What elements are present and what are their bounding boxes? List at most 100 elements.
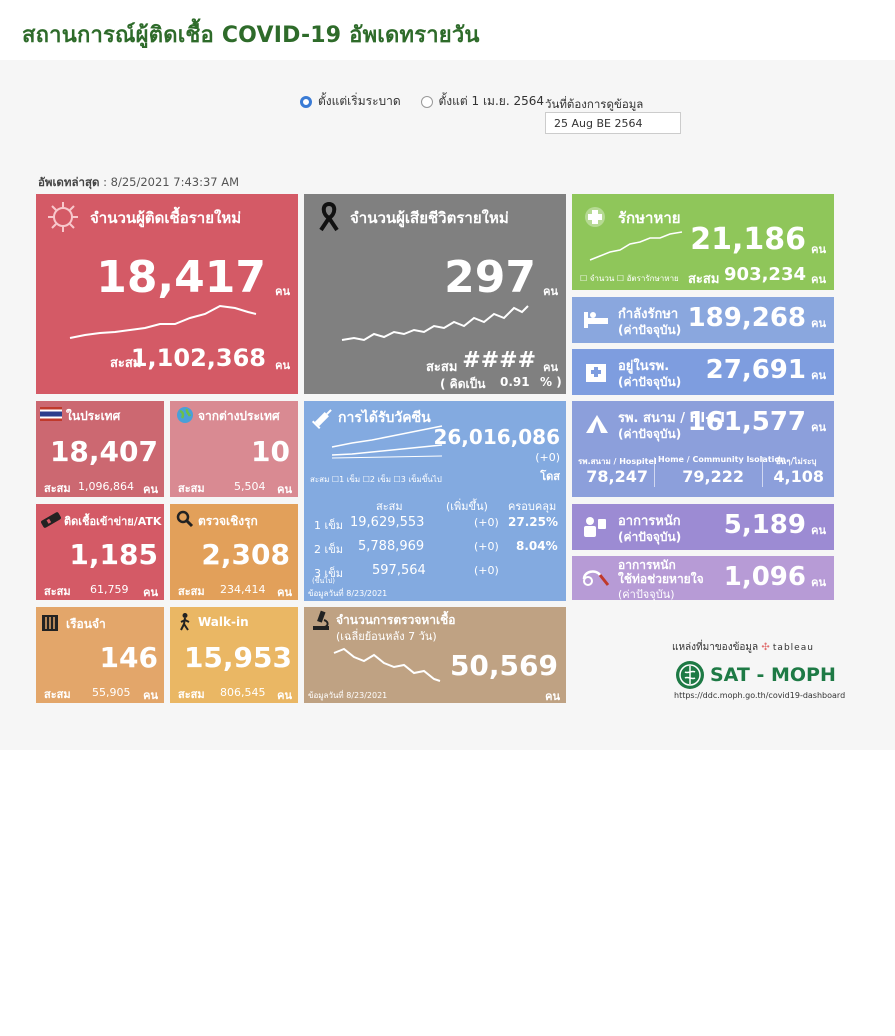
- domestic-cum-unit: คน: [143, 483, 158, 496]
- moph-logo-icon: [676, 661, 704, 689]
- date-picker-label: วันที่ต้องการดูข้อมูล: [545, 97, 644, 111]
- radio-since-outbreak[interactable]: ตั้งแต่เริ่มระบาด: [300, 94, 401, 108]
- prison-bars-icon: [42, 615, 58, 631]
- date-picker-input[interactable]: 25 Aug BE 2564: [545, 112, 681, 134]
- source-url[interactable]: https://ddc.moph.go.th/covid19-dashboard: [674, 691, 846, 700]
- atk-cum-value: 61,759: [90, 583, 129, 596]
- date-range-filter: ตั้งแต่เริ่มระบาด ตั้งแต่ 1 เม.ย. 2564: [300, 92, 544, 111]
- recovered-cum-label: สะสม: [688, 272, 720, 287]
- tests-data-date: ข้อมูลวันที่ 8/23/2021: [308, 691, 388, 700]
- treating-card[interactable]: กำลังรักษา (ค่าปัจจุบัน) 189,268 คน: [572, 297, 834, 343]
- domestic-cum-label: สะสม: [44, 482, 71, 495]
- abroad-card[interactable]: จากต่างประเทศ 10 สะสม 5,504 คน: [170, 401, 298, 497]
- abroad-value: 10: [251, 435, 290, 468]
- hospital-card[interactable]: อยู่ในรพ. (ค่าปัจจุบัน) 27,691 คน: [572, 349, 834, 395]
- vaccine-row3-note: (ขึ้นไป): [312, 577, 335, 585]
- recovered-card[interactable]: รักษาหาย 21,186 คน ☐ จำนวน ☐ อัตรารักษาห…: [572, 194, 834, 290]
- hospital-label: อยู่ในรพ.: [618, 359, 670, 374]
- severe-sublabel: (ค่าปัจจุบัน): [618, 530, 682, 544]
- prison-card[interactable]: เรือนจำ 146 สะสม 55,905 คน: [36, 607, 164, 703]
- new-deaths-value: 297: [444, 252, 536, 303]
- legend-count-checkbox[interactable]: ☐: [580, 274, 588, 283]
- radio-since-april[interactable]: ตั้งแต่ 1 เม.ย. 2564: [420, 94, 544, 108]
- abroad-cum-label: สะสม: [178, 482, 205, 495]
- new-cases-label: จำนวนผู้ติดเชื้อรายใหม่: [90, 209, 242, 227]
- prison-label: เรือนจำ: [66, 617, 106, 631]
- domestic-card[interactable]: ในประเทศ 18,407 สะสม 1,096,864 คน: [36, 401, 164, 497]
- prison-cum-value: 55,905: [92, 686, 131, 699]
- walkin-cum-value: 806,545: [220, 686, 266, 699]
- hospital-bed-icon: [584, 312, 608, 328]
- death-rate-unit: % ): [540, 375, 562, 389]
- tests-label: จำนวนการตรวจหาเชื้อ: [336, 613, 456, 627]
- vaccine-row2-dose: 2 เข็ม: [314, 543, 344, 556]
- atk-cum-unit: คน: [143, 586, 158, 599]
- tent-icon: [586, 415, 608, 433]
- prison-cum-unit: คน: [143, 689, 158, 702]
- treating-value: 189,268: [687, 303, 806, 333]
- field-col3-value: 4,108: [773, 467, 824, 486]
- tests-trend-chart: [333, 647, 441, 682]
- radio-label-since-outbreak[interactable]: ตั้งแต่เริ่มระบาด: [318, 94, 401, 108]
- walkin-cum-unit: คน: [277, 689, 292, 702]
- severe-value: 5,189: [723, 510, 806, 540]
- radio-selected-icon[interactable]: [300, 95, 312, 108]
- field-col3-label: อื่นๆ/ไม่ระบุ: [776, 457, 817, 466]
- new-cases-card[interactable]: จำนวนผู้ติดเชื้อรายใหม่ 18,417 คน สะสม 1…: [36, 194, 298, 394]
- vaccine-head-cum: สะสม: [376, 500, 403, 513]
- globe-icon: [177, 407, 193, 423]
- active-search-value: 2,308: [201, 538, 290, 571]
- vaccine-row2-add: (+0): [474, 540, 499, 553]
- ventilator-sublabel: ใช้ท่อช่วยหายใจ: [618, 572, 704, 586]
- walkin-card[interactable]: Walk-in 15,953 สะสม 806,545 คน: [170, 607, 298, 703]
- field-hospital-unit: คน: [811, 421, 826, 434]
- vaccine-row3-cum: 597,564: [372, 563, 426, 578]
- vaccine-legend[interactable]: สะสม ☐1 เข็ม ☐2 เข็ม ☐3 เข็มขึ้นไป: [310, 473, 442, 486]
- legend-dose2-checkbox[interactable]: ☐: [362, 475, 370, 484]
- hospital-sublabel: (ค่าปัจจุบัน): [618, 375, 682, 389]
- vaccine-head-coverage: ครอบคลุม: [508, 500, 557, 513]
- prison-cum-label: สะสม: [44, 688, 71, 701]
- field-hospital-card[interactable]: รพ. สนาม / HI-CI (ค่าปัจจุบัน) 161,577 ค…: [572, 401, 834, 497]
- walkin-label: Walk-in: [198, 615, 249, 629]
- domestic-cum-value: 1,096,864: [78, 480, 134, 493]
- ventilator-label: อาการหนัก: [618, 558, 676, 572]
- vaccine-row1-coverage: 27.25%: [508, 515, 558, 529]
- legend-rate-checkbox[interactable]: ☐: [616, 274, 625, 283]
- tests-card[interactable]: จำนวนการตรวจหาเชื้อ (เฉลี่ยย้อนหลัง 7 วั…: [304, 607, 566, 703]
- recovered-cum-value: 903,234: [724, 264, 806, 285]
- radio-unselected-icon[interactable]: [420, 95, 433, 108]
- hospital-value: 27,691: [705, 355, 806, 385]
- vaccine-total-unit: โดส: [540, 470, 560, 483]
- legend-dose3-checkbox[interactable]: ☐: [393, 475, 401, 484]
- death-rate-label: ( คิดเป็น: [440, 377, 486, 391]
- active-search-card[interactable]: ตรวจเชิงรุก 2,308 สะสม 234,414 คน: [170, 504, 298, 600]
- new-deaths-unit: คน: [543, 285, 558, 298]
- radio-label-since-april[interactable]: ตั้งแต่ 1 เม.ย. 2564: [438, 94, 544, 108]
- severe-card[interactable]: อาการหนัก (ค่าปัจจุบัน) 5,189 คน: [572, 504, 834, 550]
- ventilator-card[interactable]: อาการหนัก ใช้ท่อช่วยหายใจ (ค่าปัจจุบัน) …: [572, 556, 834, 601]
- vaccine-row3-add: (+0): [474, 564, 499, 577]
- legend-dose1-checkbox[interactable]: ☐: [331, 475, 340, 484]
- new-cases-value: 18,417: [96, 252, 266, 303]
- divider: [654, 457, 655, 487]
- new-cases-cum-value: 1,102,368: [130, 344, 266, 372]
- source-label-text: แหล่งที่มาของข้อมูล: [672, 642, 759, 653]
- new-deaths-label: จำนวนผู้เสียชีวิตรายใหม่: [350, 209, 509, 227]
- active-search-cum-label: สะสม: [178, 585, 205, 598]
- field-col2-value: 79,222: [682, 467, 744, 486]
- recovered-legend[interactable]: ☐ จำนวน ☐ อัตรารักษาหาย: [580, 272, 679, 285]
- new-deaths-card[interactable]: จำนวนผู้เสียชีวิตรายใหม่ 297 คน สะสม ###…: [304, 194, 566, 394]
- field-hospital-sublabel: (ค่าปัจจุบัน): [618, 427, 682, 441]
- vaccine-row3-dose: 3 เข็ม: [314, 567, 344, 580]
- vaccine-card[interactable]: การได้รับวัคซีน 26,016,086 (+0) โดส สะสม…: [304, 401, 566, 601]
- prison-value: 146: [99, 641, 158, 674]
- ribbon-icon: [319, 201, 339, 232]
- vaccine-head-add: (เพิ่มขึ้น): [446, 500, 488, 513]
- new-deaths-cum-unit: คน: [543, 361, 558, 374]
- legend-dose3-label: 3 เข็มขึ้นไป: [400, 475, 442, 484]
- source-label: แหล่งที่มาของข้อมูล ✣ tableau: [672, 640, 814, 655]
- vaccine-legend-cum: สะสม: [310, 475, 330, 484]
- atk-card[interactable]: ติดเชื้อเข้าข่าย/ATK 1,185 สะสม 61,759 ค…: [36, 504, 164, 600]
- new-cases-trend-chart: [69, 304, 257, 339]
